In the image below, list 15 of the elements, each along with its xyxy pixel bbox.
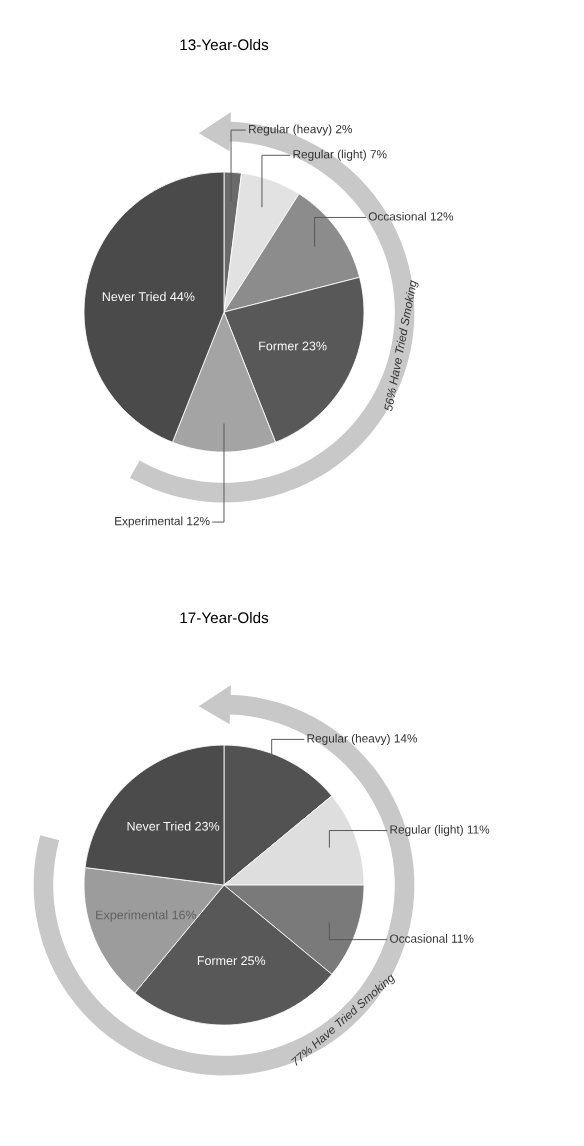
slice-label: Regular (heavy) 14% (307, 733, 418, 745)
slice-label: Former 23% (259, 341, 327, 351)
slice-label: Regular (light) 7% (293, 149, 387, 161)
slice-label: Experimental 16% (96, 910, 197, 922)
slice-label: Occasional 12% (368, 211, 454, 221)
slice-label: Never Tried 23% (127, 821, 220, 831)
slice-label: Regular (heavy) 2% (249, 124, 353, 136)
text: 56% Have Tried Smoking (383, 279, 420, 412)
slice-label: Experimental 12% (115, 516, 210, 528)
chart-title: 13-Year-Olds (180, 38, 269, 51)
slice-label: Occasional 11% (390, 934, 474, 943)
slice-label: Never Tried 44% (102, 291, 195, 302)
chart-title: 17-Year-Olds (180, 611, 269, 624)
slice-label: Regular (light) 11% (390, 825, 490, 837)
slice-label: Former 25% (197, 956, 266, 966)
